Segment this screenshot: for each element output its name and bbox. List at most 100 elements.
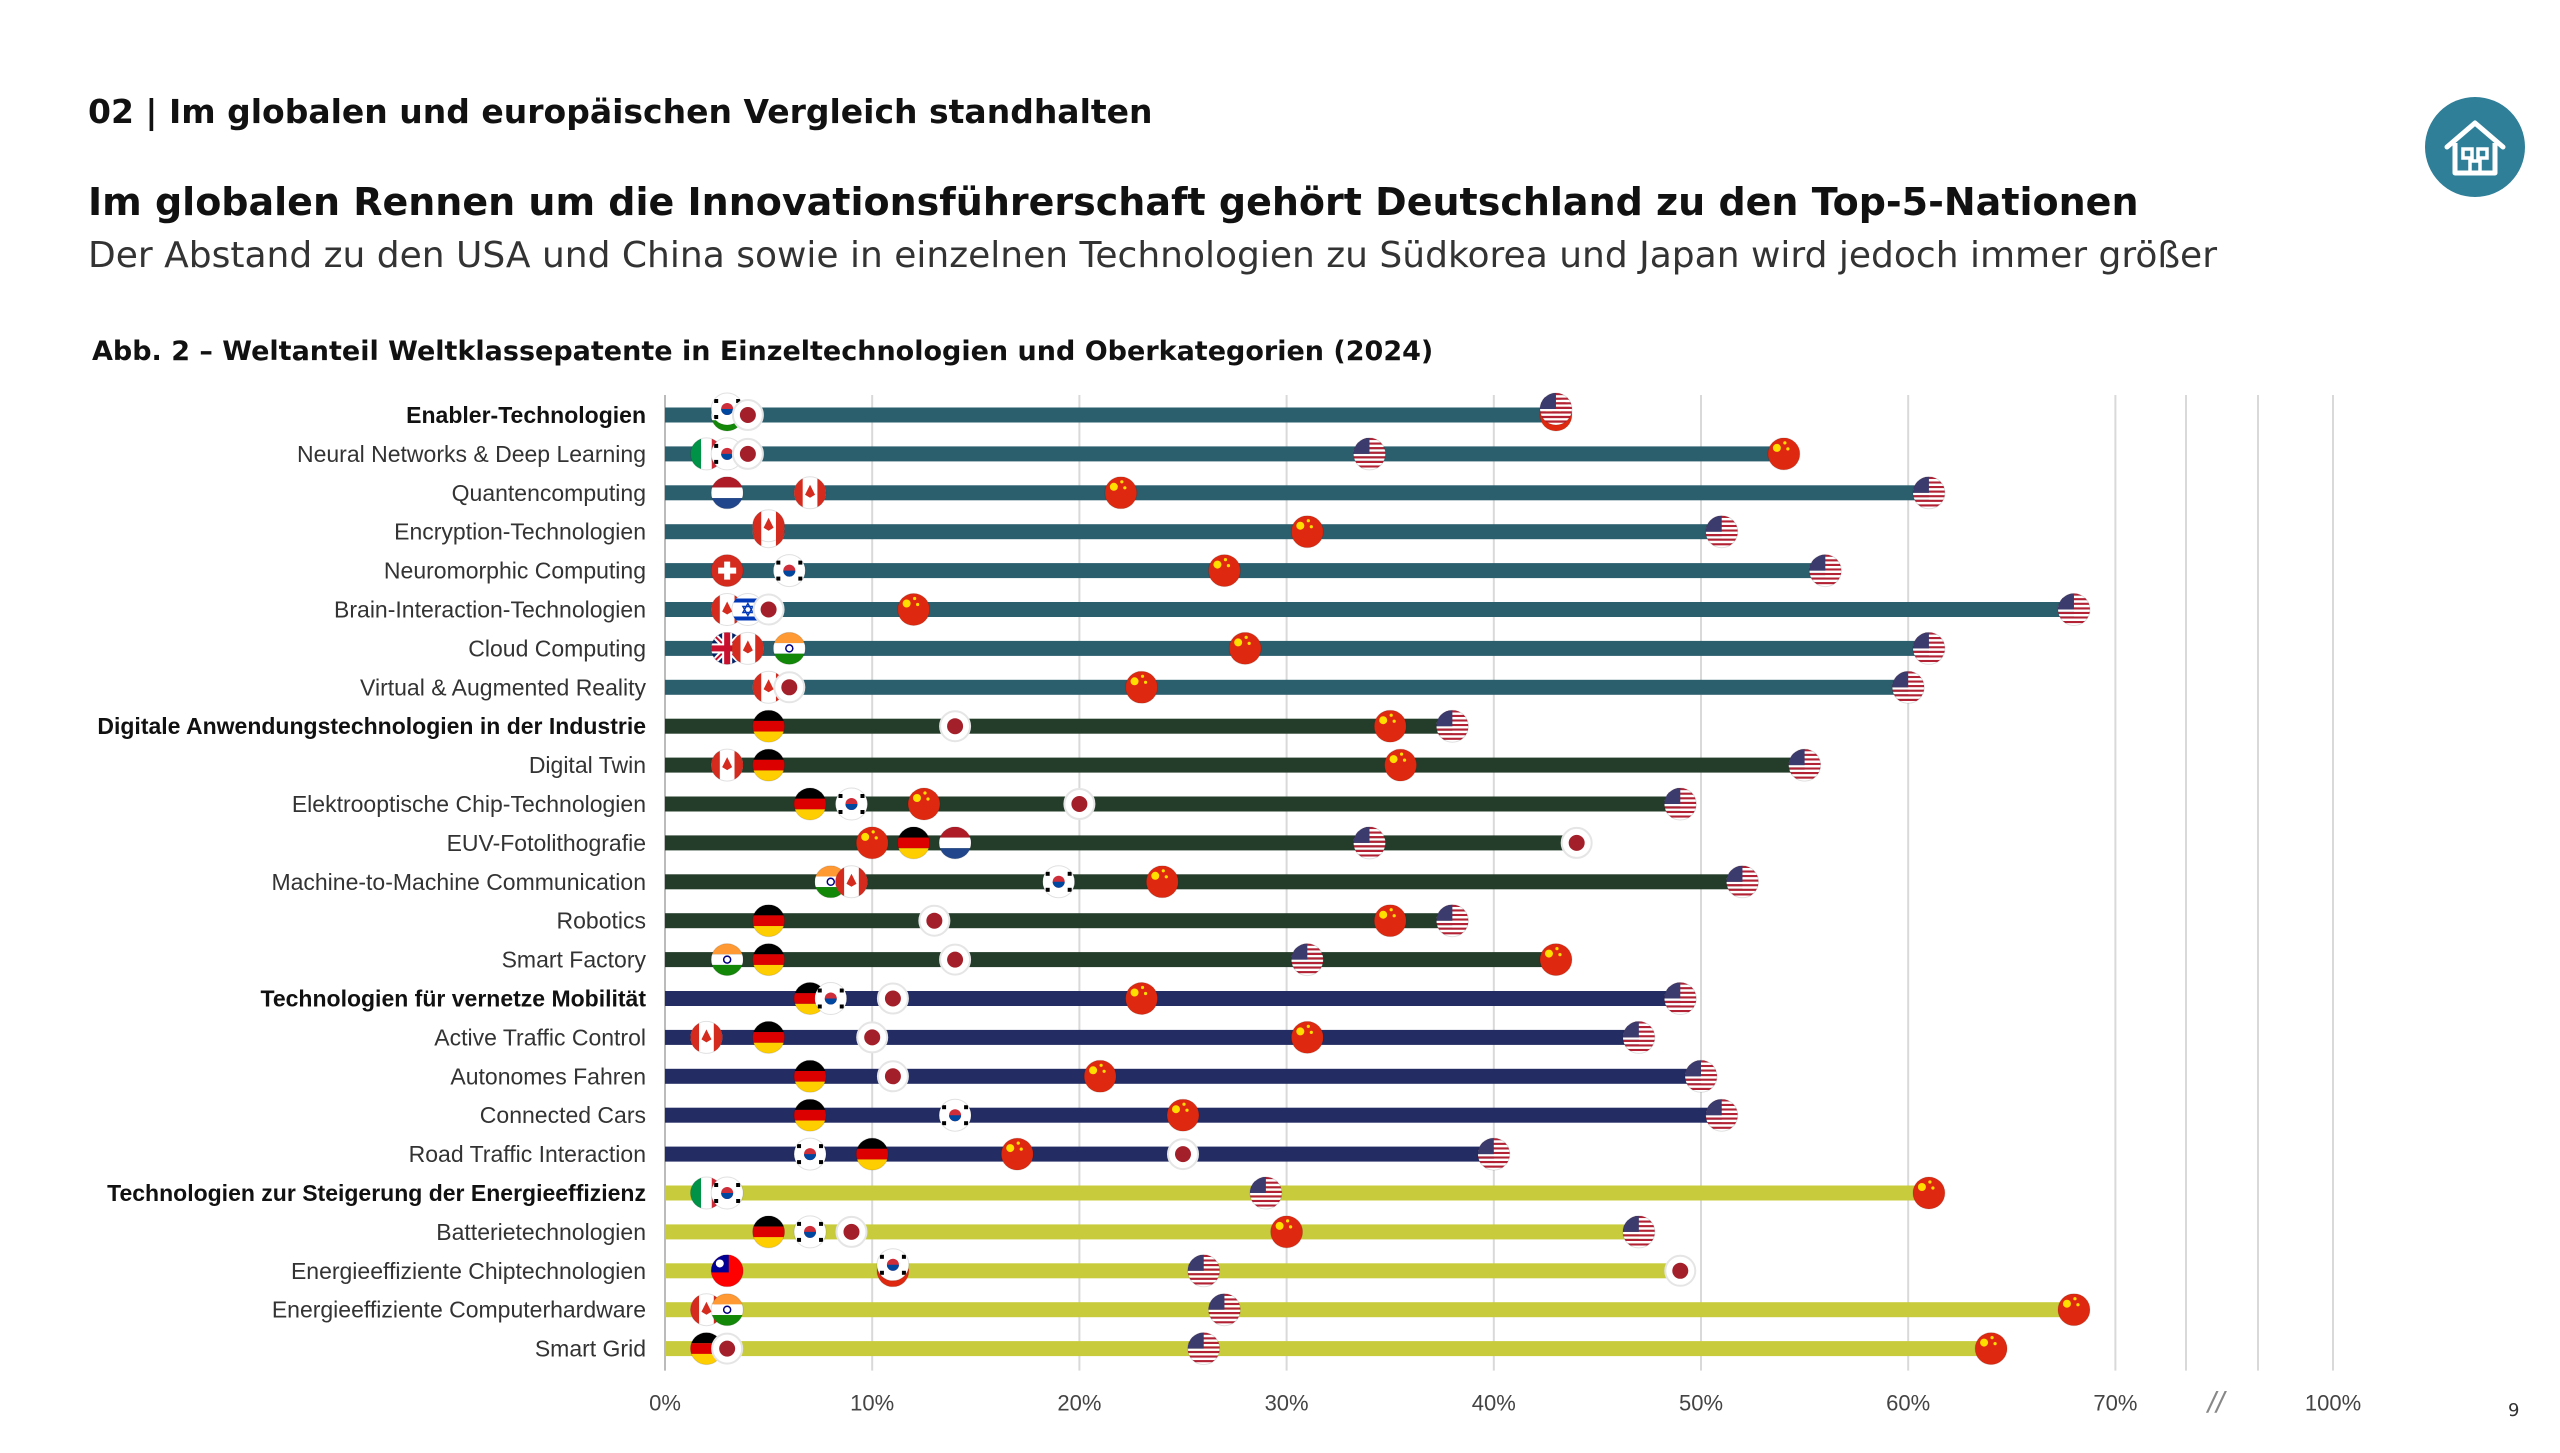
page-title: Im globalen Rennen um die Innovationsfüh… [88, 180, 2139, 224]
bar [665, 1224, 1639, 1240]
category-label: Machine-to-Machine Communication [271, 869, 646, 895]
flag-marker-kr [834, 787, 868, 821]
bar [665, 563, 1826, 579]
bar [665, 1185, 1929, 1201]
flag-marker-ca [752, 509, 786, 543]
x-tick-label: 100% [2305, 1391, 2361, 1416]
flag-marker-dot [1664, 1254, 1697, 1287]
flag-marker-dot [752, 593, 785, 626]
flag-marker-nl [938, 826, 972, 860]
flag-marker-kr [814, 982, 848, 1015]
bar [665, 1263, 1681, 1279]
category-label: Energieeffiziente Computerhardware [272, 1297, 646, 1323]
flag-marker-us [1808, 554, 1842, 588]
flag-marker-us [1705, 515, 1739, 549]
flag-marker-us [1684, 1059, 1718, 1093]
flag-marker-dot [856, 1021, 889, 1054]
flag-marker-us [1352, 826, 1386, 860]
flag-marker-us [1663, 982, 1697, 1015]
flag-marker-dot [1560, 826, 1593, 859]
flag-marker-de [793, 787, 827, 821]
flag-marker-dot [918, 904, 951, 937]
flag-marker-ca [710, 748, 744, 782]
bar [665, 1146, 1494, 1162]
flag-marker-ca [731, 631, 765, 665]
flag-marker-cn [1373, 709, 1407, 743]
category-label: Energieeffiziente Chiptechnologien [291, 1258, 646, 1284]
bar [665, 835, 1577, 851]
category-label: Smart Factory [502, 947, 647, 973]
x-tick-label: 30% [1265, 1391, 1309, 1416]
group-label: Enabler-Technologien [406, 402, 646, 428]
group-label: Digitale Anwendungstechnologien in der I… [97, 713, 646, 739]
flag-marker-us [1891, 670, 1925, 704]
home-button[interactable] [2425, 97, 2525, 197]
bar [665, 952, 1556, 968]
flag-marker-kr [772, 554, 806, 588]
flag-marker-us [1435, 904, 1469, 938]
bar [665, 1029, 1639, 1045]
flag-marker-cn [1125, 982, 1159, 1015]
flag-marker-dot [1167, 1138, 1199, 1171]
flag-marker-cn [1912, 1176, 1946, 1210]
flag-marker-de [897, 826, 931, 860]
category-label: Encryption-Technologien [394, 519, 646, 545]
bar [665, 679, 1909, 695]
flag-marker-cn [897, 593, 931, 626]
page-number: 9 [2508, 1400, 2520, 1421]
flag-marker-tw [710, 1254, 744, 1288]
flag-marker-ca [793, 476, 827, 510]
flag-marker-de [793, 1098, 827, 1132]
flag-marker-cn [1290, 1020, 1324, 1054]
flag-marker-cn [1104, 476, 1138, 510]
flag-marker-kr [710, 1176, 744, 1210]
flag-marker-cn [1207, 554, 1241, 588]
chart-title: Abb. 2 – Weltanteil Weltklassepatente in… [92, 336, 1434, 367]
flag-marker-de [855, 1137, 889, 1171]
section-label: 02 | Im globalen und europäischen Vergle… [88, 92, 1153, 131]
category-label: Brain-Interaction-Technologien [334, 597, 646, 623]
flag-marker-dot [731, 437, 764, 470]
bar [665, 407, 1556, 423]
flag-marker-kr [793, 1215, 827, 1249]
flag-marker-cn [1384, 748, 1418, 782]
flag-marker-us [1622, 1215, 1656, 1249]
flag-marker-us [2057, 593, 2091, 626]
flag-marker-cn [1000, 1137, 1034, 1171]
category-label: Neural Networks & Deep Learning [297, 441, 646, 467]
flag-marker-dot [939, 943, 972, 976]
flag-marker-ca [834, 865, 868, 899]
flag-marker-us [1705, 1098, 1739, 1132]
flag-marker-kr [938, 1098, 972, 1132]
flag-marker-us [1187, 1254, 1221, 1288]
flag-marker-de [752, 1020, 786, 1054]
x-tick-label: 0% [649, 1391, 681, 1416]
flag-marker-us [1187, 1332, 1221, 1366]
category-label: Active Traffic Control [434, 1024, 646, 1050]
bar [665, 1341, 1992, 1357]
flag-marker-us [1912, 631, 1946, 665]
flag-marker-cn [855, 826, 889, 860]
bar [665, 446, 1784, 462]
flag-marker-dot [773, 671, 806, 704]
bar [665, 874, 1743, 890]
flag-marker-cn [1166, 1098, 1200, 1132]
flag-marker-in [710, 943, 744, 977]
flag-marker-us [1477, 1137, 1511, 1171]
flag-marker-cn [1125, 670, 1159, 704]
axis-break: // [2206, 1387, 2227, 1420]
flag-marker-in [710, 1293, 744, 1327]
flag-marker-cn [1373, 904, 1407, 938]
x-tick-label: 10% [850, 1391, 894, 1416]
category-label: Smart Grid [535, 1336, 646, 1362]
flag-marker-us [1435, 709, 1469, 743]
category-label: Road Traffic Interaction [409, 1141, 646, 1167]
flag-marker-cn [1974, 1332, 2008, 1366]
flag-marker-us [1663, 787, 1697, 821]
x-tick-label: 60% [1886, 1391, 1930, 1416]
bar [665, 991, 1681, 1006]
flag-marker-dot [1063, 788, 1096, 820]
category-label: Quantencomputing [452, 480, 646, 506]
flag-marker-cn [2057, 1293, 2091, 1327]
